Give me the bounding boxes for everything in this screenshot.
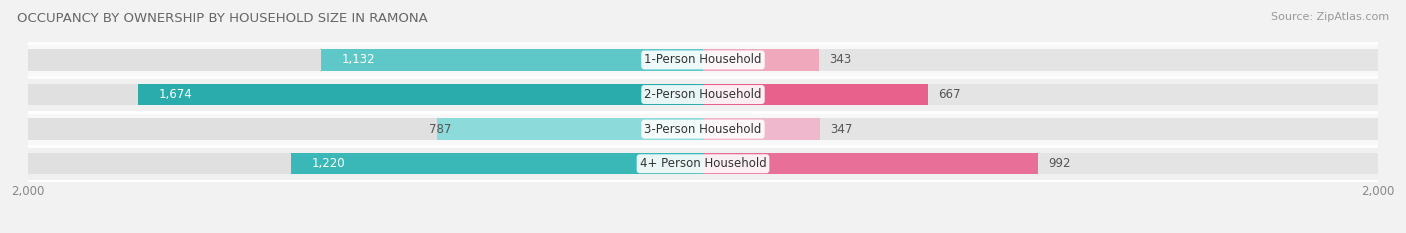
Text: OCCUPANCY BY OWNERSHIP BY HOUSEHOLD SIZE IN RAMONA: OCCUPANCY BY OWNERSHIP BY HOUSEHOLD SIZE… xyxy=(17,12,427,25)
Text: 343: 343 xyxy=(830,53,851,66)
Bar xyxy=(138,84,703,105)
Text: 667: 667 xyxy=(938,88,960,101)
Bar xyxy=(703,153,1378,175)
Bar xyxy=(703,118,820,140)
Text: 1,220: 1,220 xyxy=(312,157,346,170)
Text: 1-Person Household: 1-Person Household xyxy=(644,53,762,66)
Text: 4+ Person Household: 4+ Person Household xyxy=(640,157,766,170)
Bar xyxy=(703,118,1378,140)
Bar xyxy=(437,118,703,140)
Text: 2-Person Household: 2-Person Household xyxy=(644,88,762,101)
Text: 347: 347 xyxy=(830,123,852,136)
Bar xyxy=(321,49,703,71)
Bar xyxy=(28,43,1378,77)
Bar xyxy=(703,49,1378,71)
Text: 1,674: 1,674 xyxy=(159,88,193,101)
Text: 1,132: 1,132 xyxy=(342,53,375,66)
Text: 3-Person Household: 3-Person Household xyxy=(644,123,762,136)
Bar xyxy=(28,147,1378,181)
Bar xyxy=(28,49,703,71)
Bar xyxy=(703,84,928,105)
Bar xyxy=(28,84,703,105)
Bar xyxy=(703,153,1038,175)
Text: Source: ZipAtlas.com: Source: ZipAtlas.com xyxy=(1271,12,1389,22)
Bar xyxy=(291,153,703,175)
Bar xyxy=(28,118,703,140)
Bar xyxy=(703,84,1378,105)
Bar xyxy=(28,77,1378,112)
Bar xyxy=(703,49,818,71)
Bar xyxy=(28,153,703,175)
Bar xyxy=(28,112,1378,147)
Text: 787: 787 xyxy=(429,123,451,136)
Text: 992: 992 xyxy=(1047,157,1070,170)
